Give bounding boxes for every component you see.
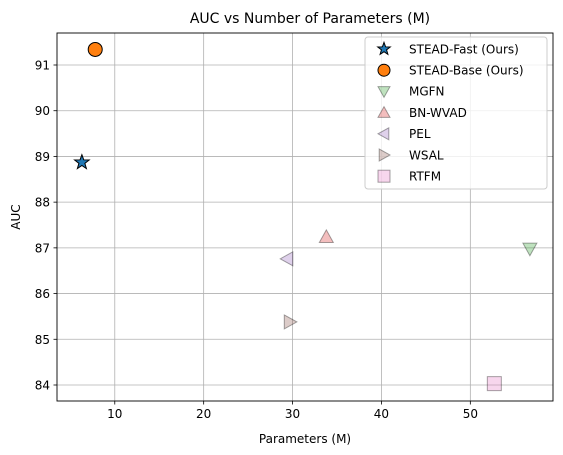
data-point-marker [486,376,502,392]
x-axis-label: Parameters (M) [259,432,351,446]
legend-marker [377,86,391,99]
legend-marker [378,148,392,162]
y-axis-ticks: 84 85 86 87 88 89 90 91 [35,59,57,393]
y-tick-label: 91 [35,59,50,73]
data-point-marker [522,242,538,257]
y-tick-label: 84 [35,379,50,393]
legend-label: MGFN [409,85,445,99]
y-tick-label: 85 [35,333,50,347]
legend-marker [376,126,390,141]
y-tick-label: 90 [35,104,50,118]
legend-marker [377,63,391,77]
x-axis-ticks: 10 20 30 40 50 [107,401,478,421]
legend-marker [376,40,392,56]
legend-label: RTFM [409,170,441,184]
chart-title: AUC vs Number of Parameters (M) [190,11,430,27]
legend-box [364,36,548,190]
legend-marker [377,169,391,183]
y-tick-label: 87 [35,241,50,255]
legend-label: WSAL [409,148,444,162]
legend-label: BN-WVAD [409,106,467,120]
y-tick-label: 89 [35,150,50,164]
y-tick-label: 88 [35,196,50,210]
legend-marker [377,105,391,118]
y-tick-label: 86 [35,287,50,301]
legend-label: STEAD-Base (Ours) [409,64,524,78]
x-tick-label: 30 [285,407,300,421]
data-point-marker [283,314,298,330]
data-point-marker [87,41,103,57]
y-axis-label: AUC [9,204,23,229]
data-point-marker [73,153,91,170]
x-tick-label: 40 [374,407,389,421]
x-tick-label: 10 [107,407,122,421]
legend-label: PEL [409,127,431,141]
plot-area-frame [56,32,554,402]
data-point-marker [318,228,335,243]
x-tick-label: 20 [196,407,211,421]
data-points [73,41,538,392]
data-point-marker [279,250,294,267]
legend-label: STEAD-Fast (Ours) [409,42,519,56]
x-tick-label: 50 [463,407,478,421]
legend: STEAD-Fast (Ours) STEAD-Base (Ours) MGFN BN… [364,36,548,190]
